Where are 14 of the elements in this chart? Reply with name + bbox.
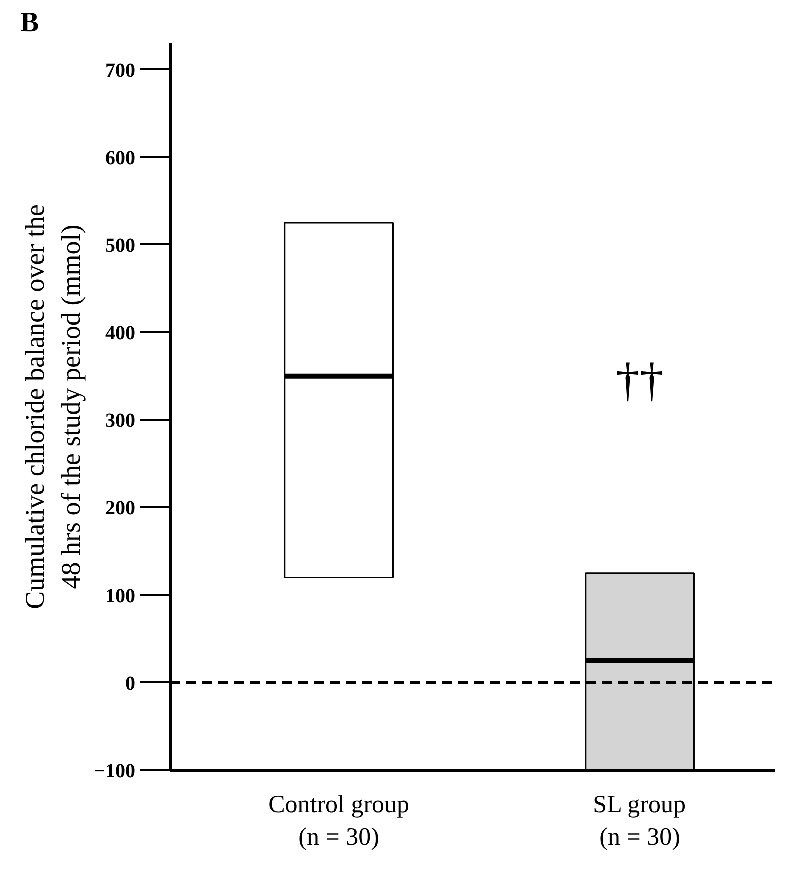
- chart-title: B: [20, 8, 40, 38]
- y-tick-label: 200: [106, 498, 136, 520]
- y-tick-label: 300: [106, 410, 136, 432]
- y-tick-label: 100: [106, 585, 136, 608]
- y-tick-label: 700: [106, 60, 136, 82]
- y-tick-label: 500: [106, 234, 136, 257]
- y-axis-title: Cumulative chloride balance over the 48 hrs of the study period (mmol): [20, 204, 86, 610]
- y-tick-label: −100: [94, 760, 136, 782]
- annotation: ††: [616, 354, 664, 407]
- y-tick-label: 400: [106, 322, 136, 345]
- y-tick-label: 0: [126, 672, 136, 695]
- y-tick-label: 600: [106, 147, 136, 170]
- x-tick-label: Control group (n = 30): [268, 792, 410, 851]
- x-tick-label: SL group (n = 30): [593, 792, 686, 851]
